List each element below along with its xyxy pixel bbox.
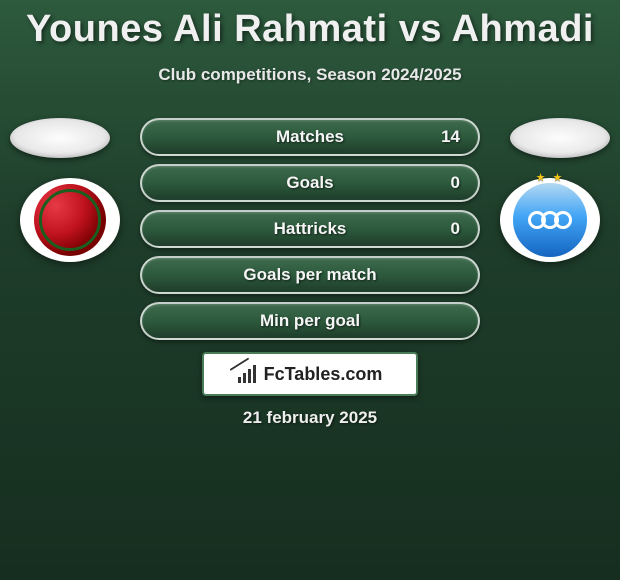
stat-value-right: 0 [451,173,460,193]
stat-row-matches: Matches 14 [140,118,480,156]
stat-row-min-per-goal: Min per goal [140,302,480,340]
club-logo-left [20,178,120,262]
page-title: Younes Ali Rahmati vs Ahmadi [0,0,620,51]
stat-row-hattricks: Hattricks 0 [140,210,480,248]
stat-value-right: 14 [441,127,460,147]
stat-label: Goals [286,173,333,193]
club-crest-right-icon: ★ ★ [510,180,590,260]
stat-row-goals-per-match: Goals per match [140,256,480,294]
brand-badge[interactable]: FcTables.com [202,352,418,396]
stat-label: Hattricks [274,219,347,239]
stat-row-goals: Goals 0 [140,164,480,202]
stars-icon: ★ ★ [536,171,565,184]
brand-text: FcTables.com [264,364,383,385]
subtitle: Club competitions, Season 2024/2025 [0,65,620,85]
date-label: 21 february 2025 [243,408,377,428]
stat-label: Goals per match [243,265,376,285]
stat-value-right: 0 [451,219,460,239]
stats-list: Matches 14 Goals 0 Hattricks 0 Goals per… [140,118,480,340]
chart-icon [238,365,258,383]
stat-label: Matches [276,127,344,147]
club-crest-left-icon [34,184,106,256]
player-avatar-left [10,118,110,158]
club-logo-right: ★ ★ [500,178,600,262]
player-avatar-right [510,118,610,158]
stat-label: Min per goal [260,311,360,331]
